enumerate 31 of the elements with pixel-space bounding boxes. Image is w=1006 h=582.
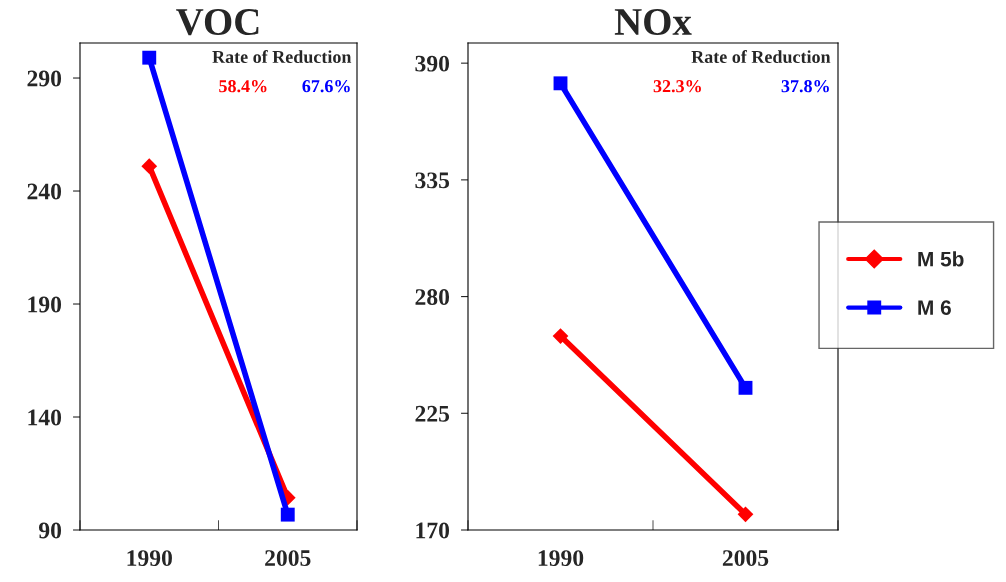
x-tick-label: 1990 bbox=[538, 550, 584, 567]
chart-title: NOx bbox=[614, 8, 692, 36]
annotation: 37.8% bbox=[781, 80, 829, 93]
annotation: 67.6% bbox=[302, 80, 350, 93]
y-tick-label: 170 bbox=[416, 522, 450, 539]
y-tick-label: 280 bbox=[415, 289, 450, 305]
y-tick-label: 240 bbox=[27, 183, 62, 200]
legend-label: M 5b bbox=[918, 251, 964, 267]
point bbox=[737, 506, 754, 523]
y-tick-label: 390 bbox=[415, 55, 450, 72]
point bbox=[280, 507, 295, 522]
annotation: 58.4% bbox=[219, 80, 267, 93]
x-tick-label: 2005 bbox=[265, 550, 311, 567]
annotation: Rate of Reduction bbox=[691, 50, 831, 64]
y-tick-label: 290 bbox=[27, 70, 62, 87]
y-tick-label: 90 bbox=[38, 522, 62, 539]
y-tick-label: 140 bbox=[28, 409, 62, 426]
point bbox=[552, 328, 569, 344]
x-tick-label: 2005 bbox=[722, 550, 769, 567]
legend-label: M 6 bbox=[918, 300, 951, 316]
point bbox=[142, 50, 157, 65]
annotation: Rate of Reduction bbox=[212, 50, 352, 64]
x-tick-label: 1990 bbox=[127, 550, 172, 567]
point bbox=[553, 76, 568, 91]
y-tick-label: 335 bbox=[415, 172, 450, 189]
annotation: 32.3% bbox=[653, 80, 701, 93]
point bbox=[738, 380, 753, 395]
y-tick-label: 190 bbox=[28, 296, 62, 313]
point bbox=[141, 158, 158, 175]
y-tick-label: 225 bbox=[415, 405, 450, 422]
chart-title: VOC bbox=[176, 8, 259, 36]
